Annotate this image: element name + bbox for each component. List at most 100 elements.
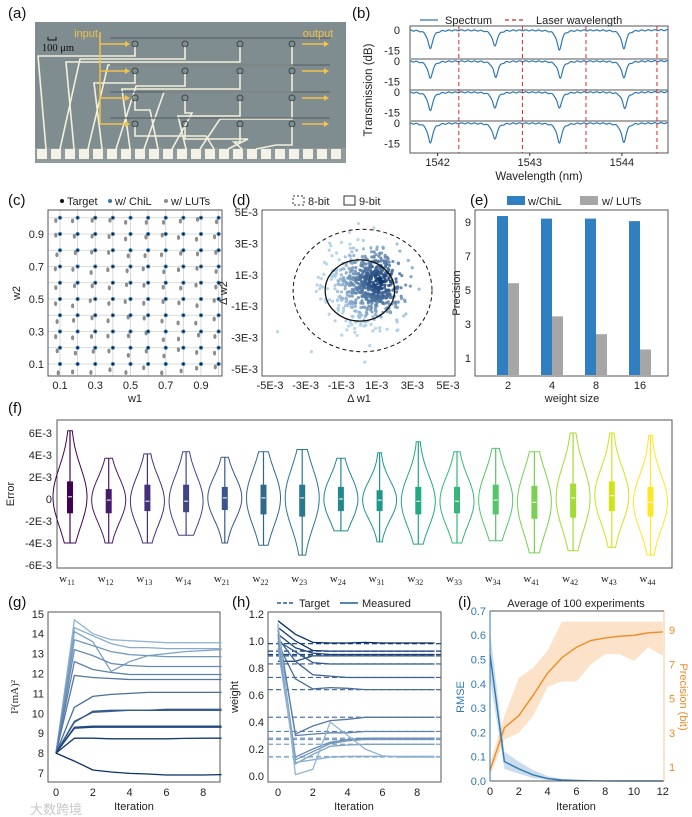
- lut-point: [55, 252, 59, 258]
- error-point: [359, 274, 363, 279]
- y-tick-label: 12: [32, 669, 44, 681]
- target-point: [76, 216, 79, 219]
- error-point: [354, 279, 358, 283]
- x-tick-label: 6: [163, 787, 169, 799]
- error-point: [399, 296, 404, 300]
- error-point: [344, 304, 348, 308]
- target-point: [217, 314, 220, 317]
- y-tick-label: 0.7: [29, 262, 44, 274]
- error-point: [396, 300, 400, 304]
- error-point: [361, 238, 365, 243]
- legend-chil-swatch: [507, 196, 525, 205]
- error-point: [322, 272, 326, 276]
- error-point: [394, 277, 398, 281]
- lut-point: [179, 285, 183, 291]
- x-tick-label: 4: [127, 787, 133, 799]
- error-point: [347, 324, 351, 328]
- panel-label-d: (d): [232, 192, 250, 209]
- y-tick-label: -15: [384, 45, 400, 57]
- violin-box: [105, 489, 112, 514]
- error-point: [341, 306, 346, 310]
- x-axis-label: Wavelength (nm): [495, 171, 582, 183]
- error-point: [343, 255, 347, 259]
- measured-weight-line: [278, 655, 435, 662]
- lut-point: [54, 218, 58, 223]
- lut-point: [179, 368, 183, 374]
- circle-8bit: [292, 228, 433, 353]
- error-point: [338, 277, 343, 281]
- target-point: [147, 265, 150, 268]
- target-point: [200, 249, 202, 252]
- error-point: [353, 260, 358, 265]
- lut-point: [90, 315, 94, 321]
- spectrum-trace: [409, 91, 668, 112]
- target-point: [111, 298, 114, 300]
- x-tick-label: 2: [516, 786, 522, 798]
- bond-pad: [37, 149, 47, 159]
- error-point: [402, 314, 406, 318]
- target-point: [217, 363, 220, 365]
- target-point: [59, 216, 61, 219]
- bond-pad: [275, 149, 285, 159]
- error-point: [364, 262, 368, 266]
- target-point: [59, 249, 61, 252]
- current-series-line: [55, 725, 222, 754]
- chart-title: Average of 100 experiments: [507, 598, 645, 610]
- error-point: [374, 265, 379, 270]
- error-point: [373, 283, 377, 287]
- error-point: [344, 319, 348, 323]
- error-point: [390, 268, 395, 272]
- lut-point: [195, 251, 200, 257]
- lut-point: [124, 370, 128, 375]
- error-point: [386, 257, 390, 261]
- panel-a-chip-image: input output 100 μm: [35, 22, 346, 163]
- target-point: [76, 233, 79, 235]
- lut-point: [108, 217, 112, 223]
- lut-point: [107, 250, 111, 255]
- target-point: [217, 265, 220, 268]
- x-tick-label: w11: [59, 573, 75, 587]
- error-point: [319, 297, 323, 301]
- lut-point: [214, 219, 219, 225]
- y-tick-label: 5: [465, 285, 471, 297]
- y-tick-label: 1: [465, 353, 471, 365]
- error-point: [358, 282, 362, 286]
- error-point: [352, 283, 356, 287]
- target-point: [147, 314, 150, 317]
- target-point: [94, 249, 97, 252]
- target-point: [164, 233, 167, 235]
- target-point: [111, 363, 114, 365]
- error-point: [387, 263, 392, 267]
- target-point: [164, 314, 167, 317]
- error-point: [362, 269, 366, 274]
- bar-chil: [585, 218, 596, 375]
- target-point: [217, 346, 220, 349]
- error-point: [328, 241, 332, 245]
- error-point: [330, 274, 334, 278]
- target-point: [129, 314, 132, 317]
- error-point: [327, 312, 331, 316]
- error-point: [398, 249, 402, 253]
- error-point: [379, 256, 383, 260]
- measured-weight-line: [277, 637, 435, 679]
- measured-weight-line: [277, 640, 435, 665]
- error-point: [354, 309, 358, 313]
- target-point: [182, 314, 185, 317]
- y-tick-label: 0: [394, 56, 400, 68]
- error-point: [330, 254, 334, 258]
- error-point: [371, 329, 375, 333]
- arrow-head: [125, 41, 130, 47]
- error-point: [354, 298, 358, 302]
- legend-laser-wavelength: Laser wavelength: [536, 15, 622, 27]
- panel-label-c: (c): [8, 192, 26, 209]
- lut-point: [143, 253, 147, 259]
- error-point: [336, 279, 341, 283]
- x-tick-label: 1543: [518, 157, 542, 169]
- y-tick-label: 8: [38, 748, 44, 760]
- error-point: [369, 304, 373, 308]
- error-point: [344, 296, 348, 300]
- lut-point: [213, 364, 217, 370]
- lut-point: [125, 268, 129, 274]
- x-tick-label: 8: [593, 380, 599, 392]
- precision-band: [490, 621, 663, 776]
